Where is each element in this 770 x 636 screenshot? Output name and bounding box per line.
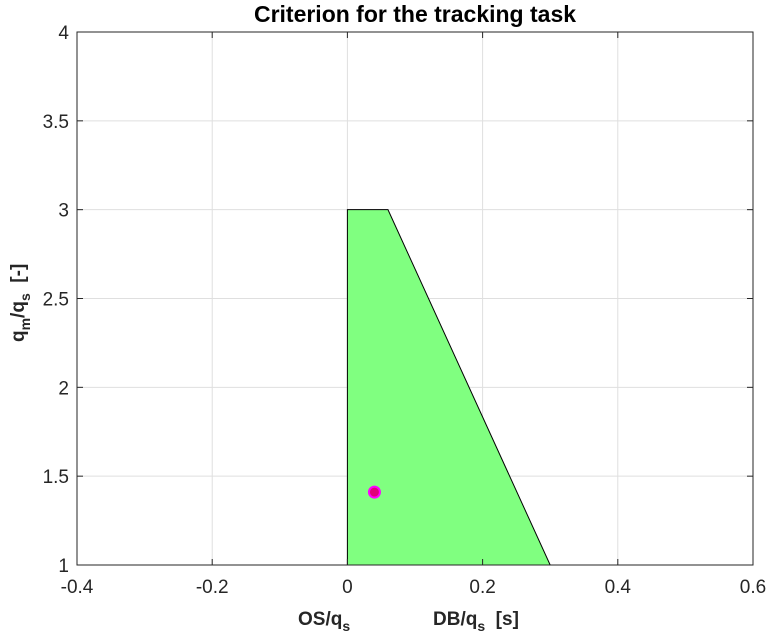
y-axis: 1 1.5 2 2.5 3 3.5 4: [43, 23, 753, 577]
y-tick-label: 2: [58, 378, 69, 399]
y-tick-label: 3.5: [43, 112, 69, 133]
x-axis-label-right-main: DB/q: [433, 609, 477, 630]
y-tick-label: 1: [58, 556, 69, 577]
x-axis-label-right-unit: [s]: [485, 609, 519, 630]
data-point: [367, 485, 381, 499]
y-axis-label-slash: /q: [8, 301, 29, 318]
y-tick-label: 1.5: [43, 467, 69, 488]
x-axis-label-left-main: OS/q: [298, 609, 342, 630]
x-tick-label: -0.2: [196, 577, 229, 598]
chart-title: Criterion for the tracking task: [254, 1, 576, 27]
x-axis-label-right: DB/qs [s]: [433, 609, 519, 634]
y-tick-label: 2.5: [43, 290, 69, 311]
x-tick-label: -0.4: [61, 577, 94, 598]
x-axis-label-left: OS/qs: [298, 609, 350, 634]
y-tick-label: 4: [58, 23, 69, 44]
x-axis-label-left-sub: s: [342, 618, 350, 634]
x-tick-label: 0.6: [740, 577, 766, 598]
y-axis-label-m: m: [17, 318, 33, 330]
y-axis-label: qm/qs [-]: [8, 264, 33, 342]
y-tick-label: 3: [58, 201, 69, 222]
x-tick-label: 0.2: [469, 577, 495, 598]
points-layer: [367, 485, 381, 499]
x-axis: -0.4 -0.2 0 0.2 0.4 0.6: [61, 32, 766, 598]
x-tick-label: 0.4: [605, 577, 632, 598]
y-axis-label-q: q: [8, 330, 29, 342]
x-tick-label: 0: [342, 577, 353, 598]
x-axis-label-right-sub: s: [477, 618, 485, 634]
y-axis-label-unit: [-]: [8, 264, 29, 294]
y-axis-label-s: s: [17, 293, 33, 301]
